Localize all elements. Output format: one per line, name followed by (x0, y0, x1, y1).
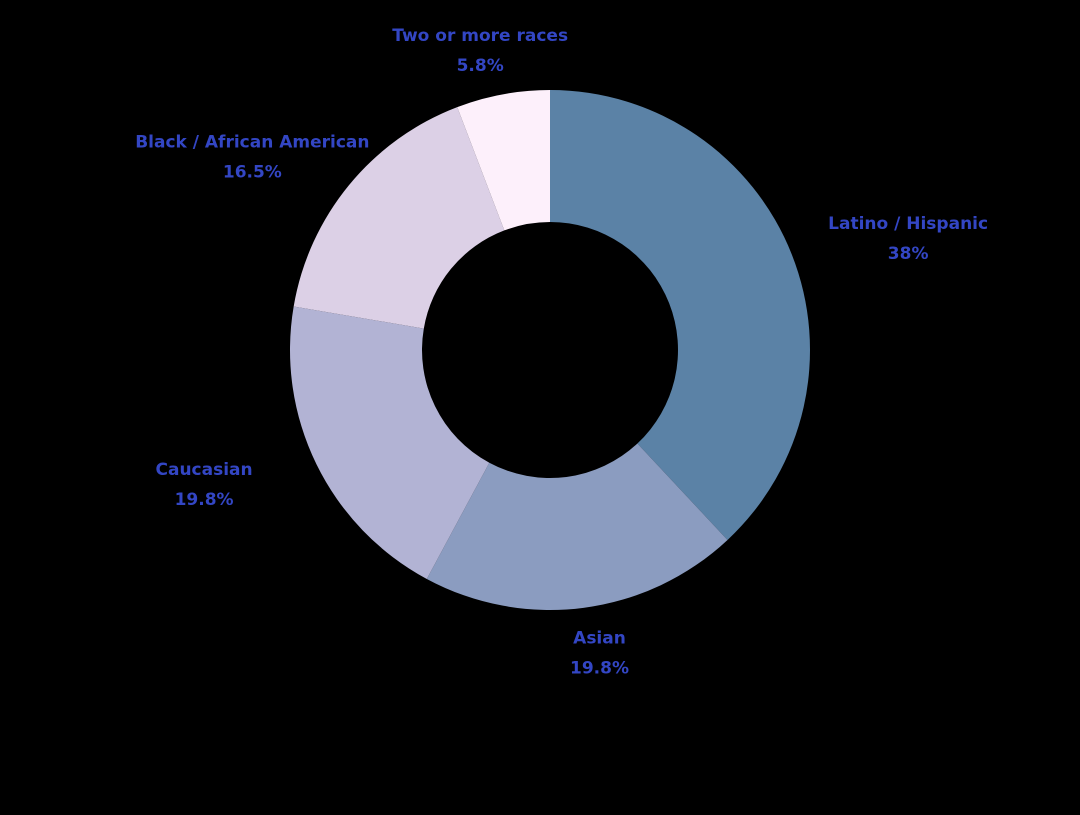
slice-label: Black / African American (135, 133, 369, 153)
donut-slice (426, 443, 728, 610)
slice-value-label: 5.8% (457, 56, 504, 76)
slice-value-label: 19.8% (570, 658, 629, 678)
slice-label: Two or more races (392, 26, 568, 46)
donut-slice (550, 90, 810, 540)
donut-slice (290, 306, 490, 579)
slice-label: Asian (573, 628, 626, 648)
donut-slice (457, 90, 550, 231)
slice-label: Latino / Hispanic (828, 214, 988, 234)
slice-value-label: 16.5% (223, 163, 282, 183)
slice-value-label: 19.8% (175, 490, 234, 510)
donut-slice (293, 107, 505, 329)
slice-value-label: 38% (888, 244, 929, 264)
slice-label: Caucasian (156, 460, 253, 480)
